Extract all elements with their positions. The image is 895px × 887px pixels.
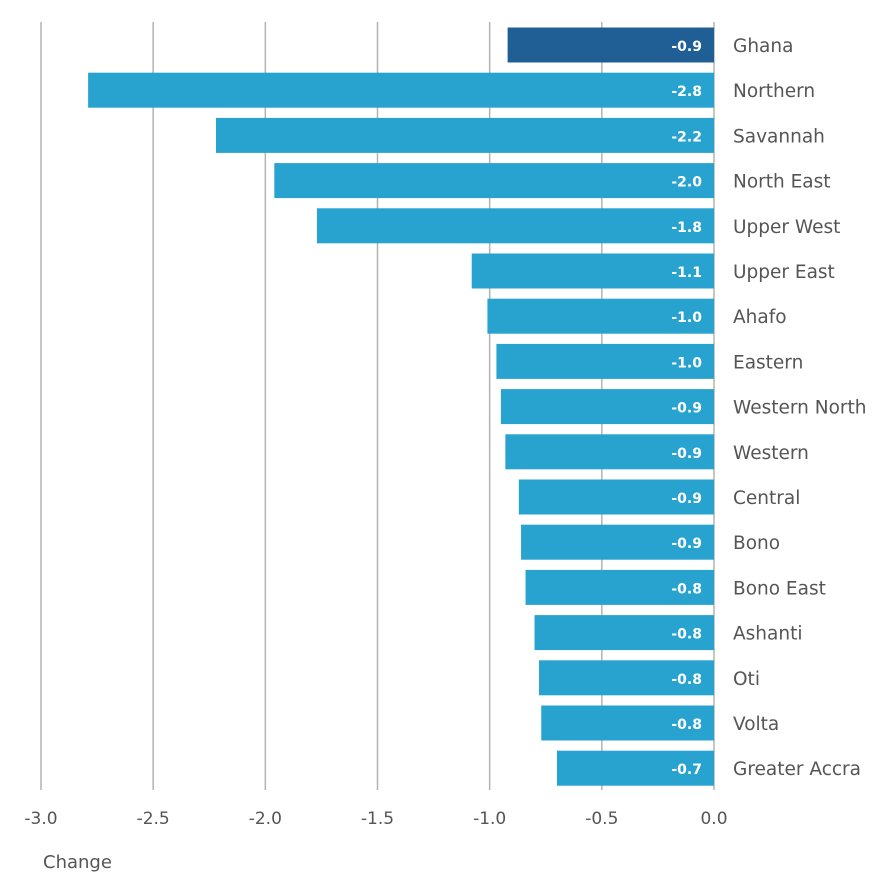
bar — [487, 298, 714, 334]
bar-value-label: -0.8 — [671, 672, 702, 688]
bar — [541, 705, 714, 741]
bar-value-label: -2.2 — [671, 129, 702, 145]
bar — [496, 343, 714, 379]
category-label: Central — [733, 488, 800, 509]
data-labels: -0.9 -2.8 -2.2 -2.0 -1.8 -1.1 -1.0 -1.0 -0.9 -0.9… — [671, 39, 702, 778]
bars — [88, 27, 715, 786]
bar — [507, 27, 714, 63]
bar — [215, 117, 715, 153]
category-label: Bono — [733, 533, 780, 554]
bar-value-label: -0.8 — [671, 717, 702, 733]
x-tick-label: -1.5 — [361, 809, 394, 829]
bar-value-label: -2.8 — [671, 84, 702, 100]
category-labels: Ghana Northern Savannah North East Upper Wes… — [733, 36, 867, 780]
x-tick-label: -2.5 — [137, 809, 170, 829]
bar-value-label: -0.9 — [671, 446, 702, 462]
category-label: Western — [733, 443, 809, 464]
x-tick-label: -0.5 — [585, 809, 618, 829]
category-label: Upper East — [733, 262, 835, 283]
category-label: Greater Accra — [733, 759, 861, 780]
category-label: Upper West — [733, 217, 840, 238]
category-label: Northern — [733, 81, 815, 102]
category-label: Eastern — [733, 352, 803, 373]
bar — [534, 615, 714, 651]
bar-value-label: -0.9 — [671, 39, 702, 55]
x-tick-label: 0.0 — [700, 809, 727, 829]
bar-value-label: -0.9 — [671, 401, 702, 417]
category-label: Oti — [733, 669, 760, 690]
category-label: Ashanti — [733, 624, 802, 645]
category-label: Western North — [733, 398, 867, 419]
x-tick-label: -1.0 — [473, 809, 506, 829]
bar — [88, 72, 715, 108]
bar — [518, 479, 714, 515]
bar-value-label: -1.8 — [671, 220, 702, 236]
bar — [525, 569, 714, 605]
bar-value-label: -0.8 — [671, 627, 702, 643]
x-tick-label: -2.0 — [249, 809, 282, 829]
bar — [556, 750, 714, 786]
category-label: Volta — [733, 714, 779, 735]
category-label: Bono East — [733, 578, 826, 599]
bar-value-label: -2.0 — [671, 175, 702, 191]
x-axis-title: Change — [43, 852, 112, 873]
bar-value-label: -0.8 — [671, 581, 702, 597]
bar — [500, 389, 714, 425]
bar — [539, 660, 714, 696]
category-label: North East — [733, 172, 831, 193]
bar-value-label: -0.9 — [671, 491, 702, 507]
category-label: Ahafo — [733, 307, 787, 328]
category-label: Ghana — [733, 36, 793, 57]
bar-value-label: -1.0 — [671, 310, 702, 326]
bar — [316, 208, 714, 244]
bar — [521, 524, 714, 560]
bar-value-label: -0.7 — [671, 762, 702, 778]
bar — [505, 434, 714, 470]
x-tick-label: -3.0 — [24, 809, 57, 829]
bar-value-label: -1.0 — [671, 355, 702, 371]
bar — [274, 163, 714, 199]
category-label: Savannah — [733, 126, 825, 147]
x-axis-ticks: -3.0 -2.5 -2.0 -1.5 -1.0 -0.5 0.0 — [24, 809, 727, 829]
bar-value-label: -1.1 — [671, 265, 702, 281]
bar-value-label: -0.9 — [671, 536, 702, 552]
bar — [471, 253, 714, 289]
